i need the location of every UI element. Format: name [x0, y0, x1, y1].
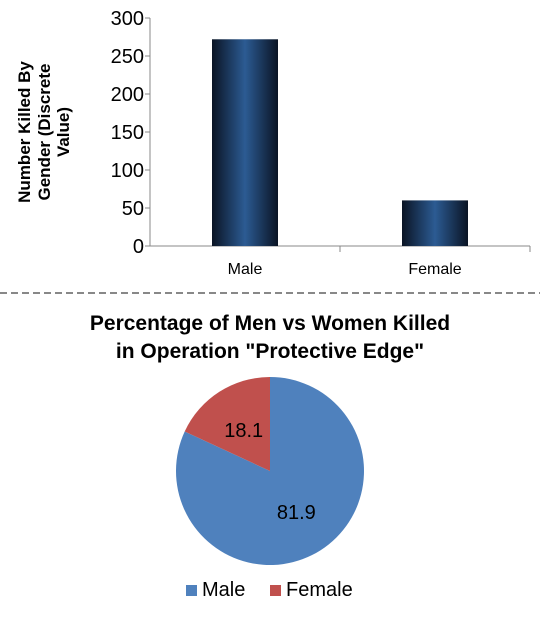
y-tick-label: 50 — [122, 198, 144, 220]
pie-title-line-2: in Operation "Protective Edge" — [116, 340, 424, 363]
y-axis-label: Number Killed By Gender (Discrete Value) — [15, 61, 73, 203]
y-tick-label: 300 — [111, 8, 144, 30]
pie-data-label: 81.9 — [277, 502, 316, 524]
legend: Male Female — [186, 579, 353, 601]
pie-data-label: 18.1 — [224, 420, 263, 442]
y-tick-label: 100 — [111, 160, 144, 182]
bar-chart: Number Killed By Gender (Discrete Value) 0… — [15, 8, 531, 278]
x-axis-ticks — [339, 246, 531, 252]
y-axis-label-line: Number Killed By — [15, 61, 34, 203]
bar-male — [212, 39, 278, 246]
y-axis-ticks: 0 50 100 150 200 250 300 — [111, 8, 150, 258]
y-axis-label-line: Gender (Discrete — [35, 64, 54, 201]
pie-data-labels: 81.9 18.1 — [224, 420, 316, 524]
y-tick-label: 250 — [111, 46, 144, 68]
pie-title-line-1: Percentage of Men vs Women Killed — [90, 312, 450, 335]
bar-female — [402, 200, 468, 246]
legend-label: Female — [286, 579, 353, 601]
category-labels: Male Female — [228, 261, 462, 278]
y-tick-label: 200 — [111, 84, 144, 106]
legend-swatch-female — [270, 585, 281, 596]
pie-slice-male — [175, 377, 364, 566]
pie-slices — [175, 377, 364, 566]
category-label: Male — [228, 261, 263, 278]
pie-slice-female — [184, 377, 270, 471]
bars — [212, 39, 468, 246]
pie-chart: Percentage of Men vs Women Killed in Ope… — [90, 312, 450, 601]
y-tick-label: 0 — [133, 236, 144, 258]
y-axis-label-line: Value) — [54, 107, 73, 157]
category-label: Female — [408, 261, 461, 278]
legend-swatch-male — [186, 585, 197, 596]
legend-label: Male — [202, 579, 245, 601]
y-tick-label: 150 — [111, 122, 144, 144]
